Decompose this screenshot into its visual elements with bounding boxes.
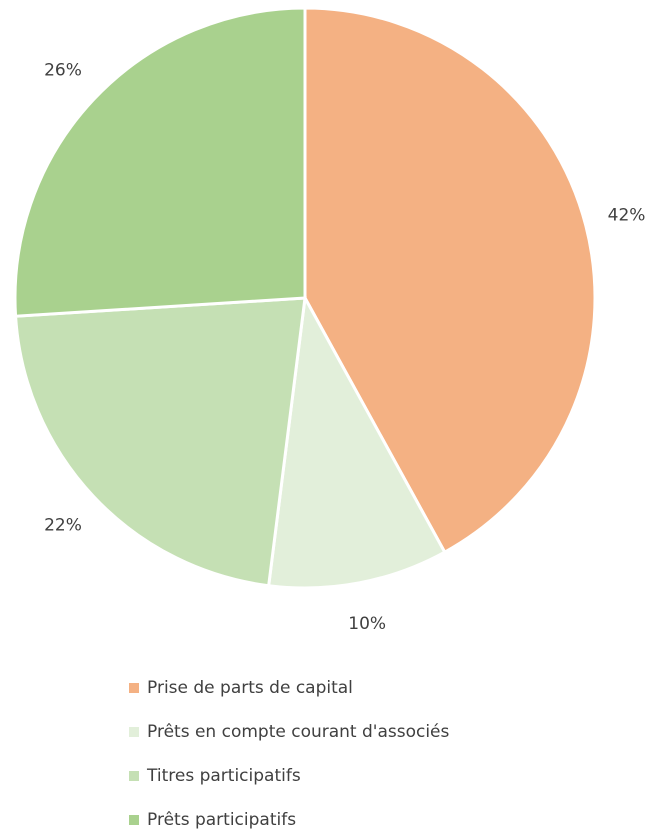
legend-swatch <box>129 815 139 825</box>
legend-swatch <box>129 727 139 737</box>
data-label: 22% <box>44 515 82 535</box>
pie-slice <box>303 6 597 555</box>
data-label: 26% <box>44 61 82 81</box>
legend-label: Prêts participatifs <box>147 810 296 830</box>
pie-slice <box>13 6 307 318</box>
pie-slice <box>266 293 447 590</box>
legend-label: Prêts en compte courant d'associés <box>147 722 450 742</box>
data-label: 42% <box>608 205 646 225</box>
legend-swatch <box>129 683 139 693</box>
legend-swatch <box>129 771 139 781</box>
legend-label: Prise de parts de capital <box>147 678 353 698</box>
legend-label: Titres participatifs <box>146 766 301 786</box>
pie-slice <box>13 296 307 588</box>
data-label: 10% <box>348 614 386 634</box>
